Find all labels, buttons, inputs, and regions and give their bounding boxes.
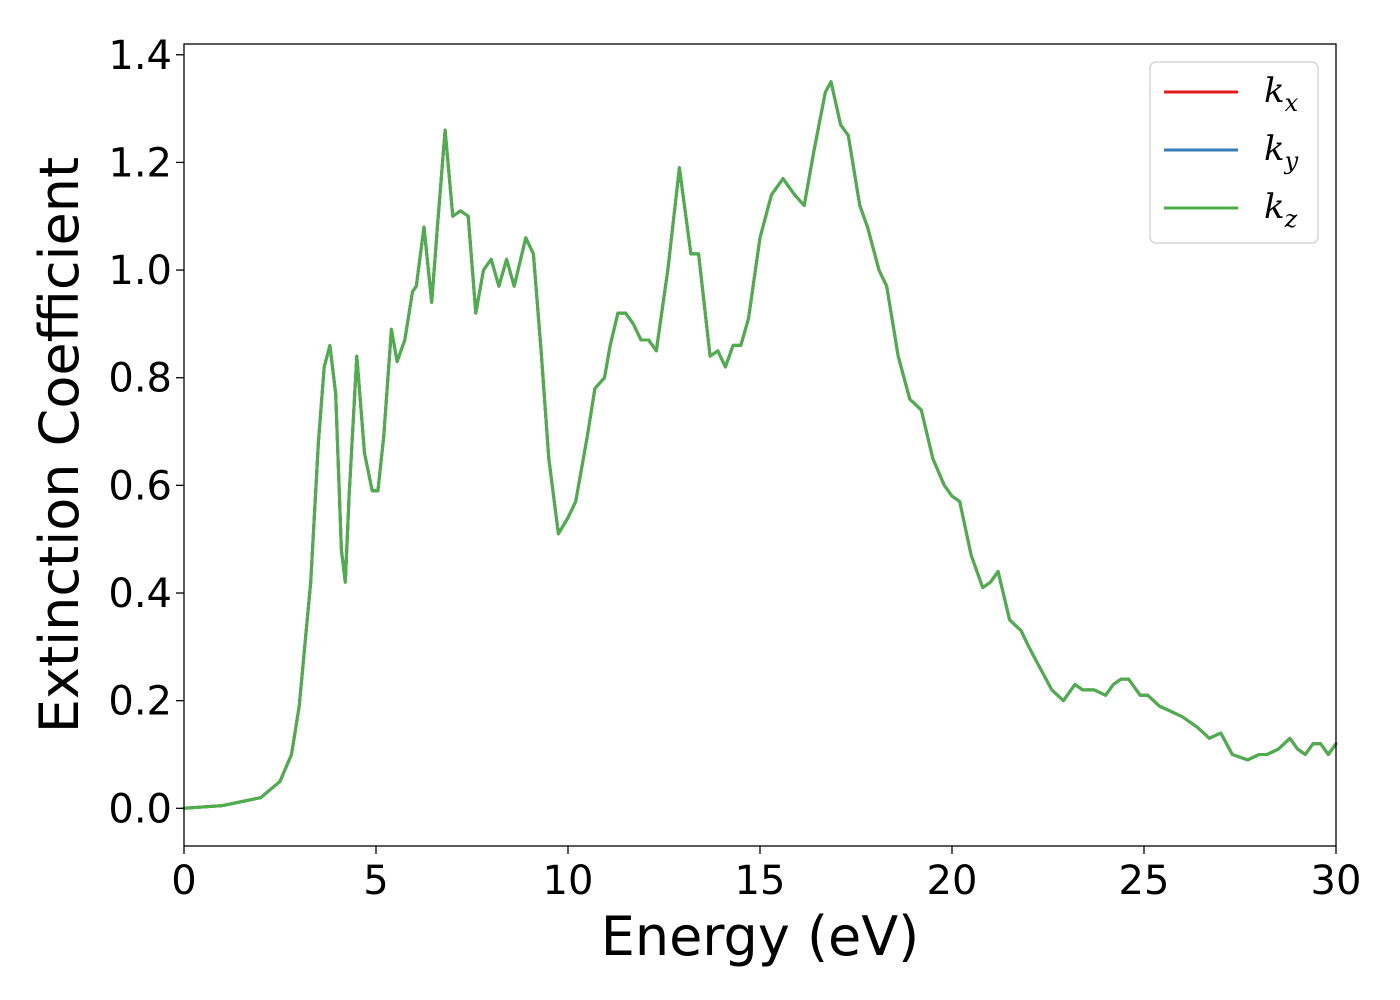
legend-label-ky: ky [1264,129,1299,175]
x-axis: 0 5 10 15 20 25 30 [171,846,1361,904]
y-tick-label: 0.2 [108,679,172,725]
x-tick-label: 0 [171,858,196,904]
x-tick-label: 5 [363,858,388,904]
legend: kx ky kz [1149,61,1319,244]
x-tick-label: 20 [927,858,978,904]
x-tick-label: 10 [543,858,594,904]
x-tick-label: 30 [1311,858,1362,904]
y-tick-label: 1.0 [108,248,172,294]
y-tick-label: 0.6 [108,463,172,509]
y-axis: 0.0 0.2 0.4 0.6 0.8 1.0 1.2 1.4 [108,33,184,832]
y-tick-label: 1.4 [108,33,172,79]
y-tick-label: 0.4 [108,571,172,617]
legend-label-kx: kx [1264,71,1299,117]
y-tick-label: 0.8 [108,356,172,402]
x-tick-label: 15 [735,858,786,904]
y-axis-title: Extinction Coefficient [28,157,91,733]
y-tick-label: 1.2 [108,140,172,186]
x-tick-label: 25 [1119,858,1170,904]
series-line-kz [182,80,1338,810]
x-axis-title: Energy (eV) [601,905,920,968]
legend-box [1149,61,1319,244]
legend-label-kz: kz [1264,187,1298,233]
y-tick-label: 0.0 [108,786,172,832]
series-layer [182,80,1338,810]
